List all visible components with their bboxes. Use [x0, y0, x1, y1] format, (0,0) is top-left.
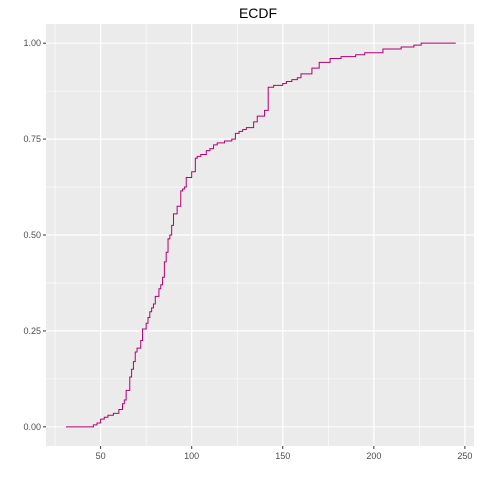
- x-tick-label: 150: [275, 451, 290, 461]
- x-tick-label: 100: [184, 451, 199, 461]
- ecdf-step-line: [66, 42, 456, 428]
- chart-title: ECDF: [239, 5, 277, 21]
- y-tick-label: 0.00: [23, 422, 41, 432]
- y-tick-label: 0.25: [23, 326, 41, 336]
- x-tick-label: 200: [366, 451, 381, 461]
- x-axis: 50 100 150 200 250: [96, 446, 472, 461]
- y-axis: 0.00 0.25 0.50 0.75 1.00: [23, 38, 46, 432]
- x-tick-label: 250: [457, 451, 472, 461]
- grid-lines: [46, 24, 474, 446]
- y-tick-label: 0.75: [23, 134, 41, 144]
- y-tick-label: 0.50: [23, 230, 41, 240]
- x-tick-label: 50: [96, 451, 106, 461]
- y-tick-label: 1.00: [23, 38, 41, 48]
